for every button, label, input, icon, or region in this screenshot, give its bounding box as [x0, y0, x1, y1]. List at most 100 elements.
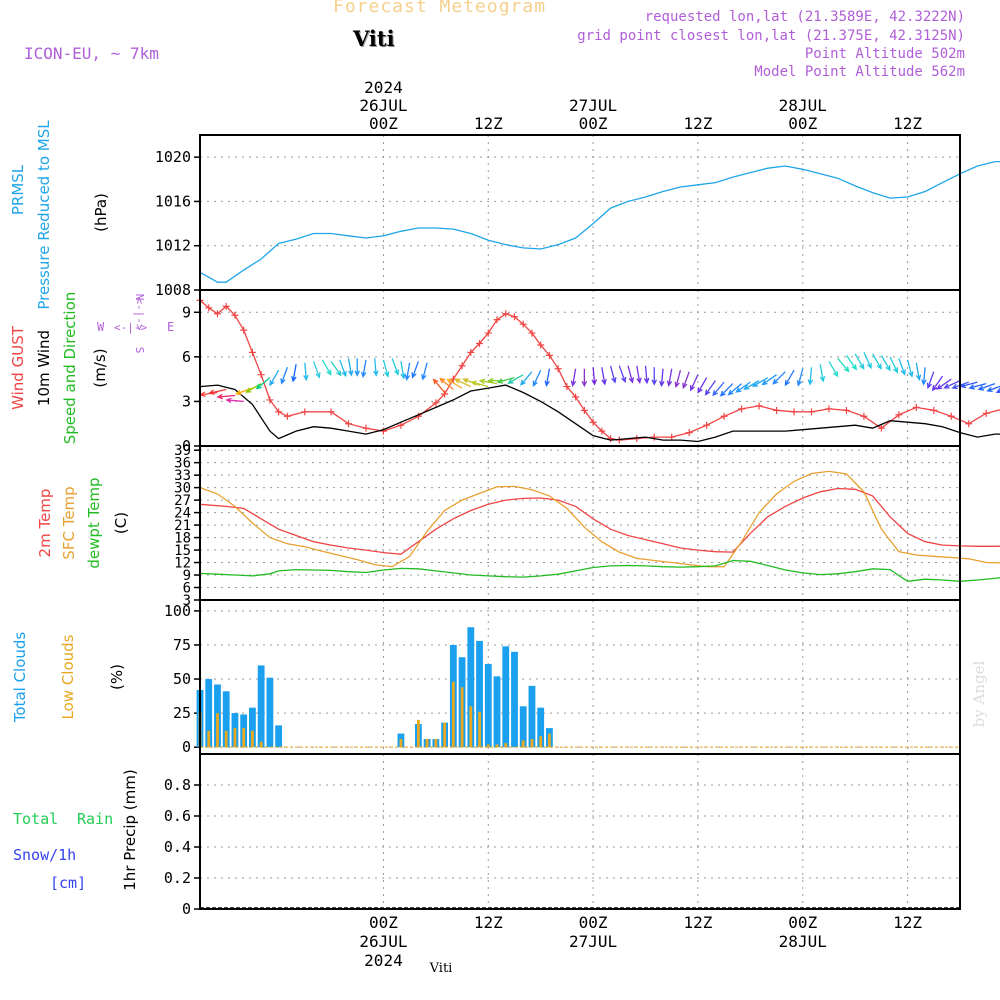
gust-marker	[598, 427, 606, 435]
wind-arrow	[581, 368, 588, 388]
legend-snow-unit: [cm]	[50, 874, 86, 892]
bar-low-clouds	[548, 733, 551, 748]
wind-arrow	[819, 364, 826, 383]
wind-arrow	[532, 369, 542, 387]
bar-low-clouds	[434, 739, 438, 748]
wind-arrow	[784, 369, 795, 387]
gust-marker	[231, 311, 239, 319]
gust-marker	[554, 365, 562, 373]
wind-arrow	[339, 359, 347, 378]
panel-frame	[199, 599, 961, 755]
wind-arrow	[591, 367, 597, 386]
gust-marker	[825, 405, 833, 413]
bar-total-clouds	[266, 677, 274, 748]
panel-label: 2m Temp	[36, 489, 54, 558]
panel-wind: 0 3 6 9 Wind GUST 10m Wind Speed and Direction…	[9, 289, 1000, 455]
wind-arrow	[255, 377, 271, 390]
wind-arrow	[627, 365, 635, 384]
wind-arrow	[674, 370, 682, 389]
y-tick-label: 75	[173, 636, 191, 654]
gust-marker	[484, 329, 492, 337]
gust-marker	[476, 339, 484, 347]
bar-total-clouds	[519, 706, 527, 748]
gust-marker	[773, 406, 781, 414]
compass-w: W	[97, 320, 105, 334]
gust-marker	[222, 302, 230, 310]
gust-marker	[703, 421, 711, 429]
compass-n: N	[133, 294, 146, 301]
gust-marker	[965, 420, 973, 428]
y-tick-label: 15	[174, 543, 191, 559]
gust-marker	[668, 433, 676, 441]
gust-marker	[248, 348, 256, 356]
y-tick-label: 0.4	[164, 838, 191, 856]
gust-marker	[283, 412, 291, 420]
gust-marker	[379, 427, 387, 435]
wind-arrow	[432, 378, 446, 393]
bar-low-clouds	[224, 730, 228, 748]
bar-total-clouds	[476, 640, 483, 748]
wind-arrow	[751, 377, 769, 387]
wind-arrow	[321, 359, 332, 376]
wind-arrow	[354, 358, 361, 377]
time-label-bottom: 26JUL	[359, 932, 407, 951]
y-tick-label: 0.2	[164, 869, 191, 887]
wind-arrow	[216, 393, 235, 400]
compass-arrow: <-|->	[114, 321, 147, 334]
wind-arrow	[682, 371, 690, 390]
panel-frame	[199, 753, 961, 910]
y-tick-label: 0	[182, 437, 191, 455]
bar-total-clouds	[222, 691, 230, 748]
panel-label: 10m Wind	[35, 330, 53, 406]
y-tick-label: 24	[174, 506, 191, 522]
wind-arrow	[507, 374, 524, 384]
bar-total-clouds	[205, 679, 213, 748]
line-wind-gust	[199, 299, 1000, 441]
line-dewpt-temp	[199, 559, 1000, 582]
wind-arrow	[697, 377, 708, 394]
bar-low-clouds	[216, 713, 219, 748]
gust-marker	[458, 362, 466, 370]
gust-marker	[860, 412, 868, 420]
gust-marker	[240, 326, 248, 334]
gust-marker	[502, 310, 510, 318]
gust-marker	[362, 424, 370, 432]
wind-arrow	[601, 367, 607, 386]
bar-low-clouds	[460, 687, 464, 748]
time-label-top: 26JUL	[359, 96, 407, 115]
gust-marker	[720, 412, 728, 420]
y-tick-label: 0	[182, 738, 191, 756]
panel-label: (m/s)	[91, 348, 109, 387]
wind-arrow	[943, 380, 961, 389]
line-prmsl	[199, 160, 1000, 283]
wind-arrow	[690, 374, 699, 392]
y-tick-label: 0.8	[164, 776, 191, 794]
wind-arrow	[291, 364, 297, 383]
time-label-bottom: 12Z	[893, 913, 922, 932]
gust-marker	[213, 310, 221, 318]
gust-marker	[982, 409, 990, 417]
y-tick-label: 9	[182, 303, 191, 321]
model-label: ICON-EU, ~ 7km	[24, 44, 159, 63]
meteogram-title: Forecast Meteogram	[333, 0, 547, 17]
bar-low-clouds	[521, 740, 525, 748]
wind-arrow	[898, 358, 906, 376]
y-tick-label: 39	[174, 443, 191, 459]
gust-marker	[266, 396, 274, 404]
bar-total-clouds	[511, 651, 518, 748]
time-label-bottom: 00Z	[788, 913, 817, 932]
gust-marker	[345, 420, 353, 428]
panel-label: Wind GUST	[9, 325, 27, 410]
bar-low-clouds	[539, 736, 543, 748]
wind-arrow	[411, 361, 420, 379]
gust-marker	[467, 348, 475, 356]
bar-total-clouds	[467, 627, 475, 748]
gust-marker	[572, 393, 580, 401]
wind-arrow	[727, 383, 743, 396]
wind-arrow	[520, 371, 533, 386]
time-label-top: 00Z	[788, 114, 817, 133]
bar-low-clouds	[399, 739, 403, 748]
wind-arrow	[421, 362, 428, 381]
legend-snow: Snow/1h	[13, 846, 76, 864]
wind-arrow	[968, 382, 987, 390]
